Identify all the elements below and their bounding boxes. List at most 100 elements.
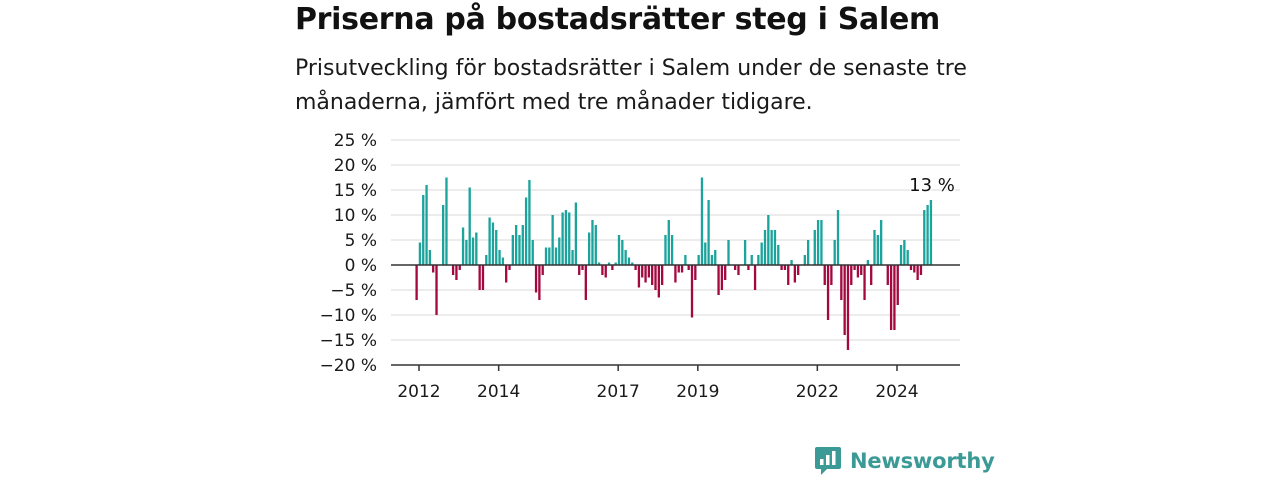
bar-negative bbox=[508, 265, 511, 270]
bar-positive bbox=[876, 235, 879, 265]
bar-negative bbox=[797, 265, 800, 275]
bar-positive bbox=[591, 220, 594, 265]
bar-negative bbox=[846, 265, 850, 350]
bar-negative bbox=[893, 265, 896, 330]
bar-negative bbox=[687, 265, 690, 270]
bar-positive bbox=[571, 250, 574, 265]
bar-positive bbox=[617, 235, 621, 265]
bar-positive bbox=[461, 227, 465, 265]
bar-positive bbox=[471, 237, 475, 265]
bar-positive bbox=[707, 200, 710, 265]
x-tick-label: 2024 bbox=[875, 382, 918, 402]
bar-negative bbox=[651, 265, 654, 285]
bar-positive bbox=[501, 257, 505, 265]
bar-positive bbox=[544, 247, 548, 265]
x-tick-label: 2022 bbox=[796, 382, 839, 402]
bar-positive bbox=[750, 255, 753, 265]
bar-negative bbox=[534, 265, 538, 293]
bar-positive bbox=[714, 250, 717, 265]
bar-negative bbox=[850, 265, 853, 285]
axis-labels: 25 % 20 % 15 % 10 % 5 % 0 % −5 % −10 % −15 % −20 … bbox=[320, 131, 957, 402]
bar-negative bbox=[886, 265, 889, 285]
bar-positive bbox=[594, 225, 597, 265]
bar-positive bbox=[836, 210, 840, 265]
bar-positive bbox=[879, 220, 883, 265]
bar-negative bbox=[787, 265, 790, 285]
latest-value-label: 13 % bbox=[909, 175, 955, 196]
bar-negative bbox=[863, 265, 866, 300]
bar-negative bbox=[451, 265, 455, 275]
chart-subtitle: Prisutveckling för bostadsrätter i Salem… bbox=[295, 56, 967, 115]
bar-positive bbox=[491, 222, 495, 265]
bar-negative bbox=[909, 265, 913, 270]
bar-negative bbox=[604, 265, 607, 278]
bar-negative bbox=[747, 265, 750, 270]
bar-negative bbox=[680, 265, 684, 273]
bar-negative bbox=[644, 265, 647, 283]
bar-negative bbox=[853, 265, 856, 270]
bar-positive bbox=[551, 215, 554, 265]
bar-positive bbox=[770, 230, 773, 265]
bar-negative bbox=[780, 265, 783, 270]
bar-positive bbox=[568, 212, 571, 265]
bar-positive bbox=[445, 177, 448, 265]
y-tick-label: −15 % bbox=[320, 331, 377, 351]
bar-negative bbox=[753, 265, 757, 290]
bar-positive bbox=[428, 250, 432, 265]
bar-positive bbox=[727, 240, 730, 265]
bar-positive bbox=[757, 255, 760, 265]
bar-negative bbox=[435, 265, 438, 315]
bar-negative bbox=[733, 265, 737, 270]
bar-negative bbox=[870, 265, 873, 285]
bar-negative bbox=[538, 265, 541, 300]
bar-positive bbox=[710, 255, 714, 265]
chart-title: Priserna på bostadsrätter steg i Salem bbox=[295, 2, 940, 37]
bar-negative bbox=[856, 265, 860, 278]
bar-negative bbox=[830, 265, 833, 285]
bar-positive bbox=[929, 200, 933, 265]
bar-positive bbox=[524, 197, 528, 265]
bar-positive bbox=[518, 235, 521, 265]
bar-negative bbox=[860, 265, 863, 275]
bar-negative bbox=[584, 265, 587, 300]
bar-positive bbox=[614, 262, 617, 265]
bar-positive bbox=[813, 230, 816, 265]
bar-positive bbox=[561, 212, 564, 265]
bar-negative bbox=[783, 265, 787, 270]
bar-negative bbox=[458, 265, 461, 270]
bar-negative bbox=[505, 265, 508, 283]
bar-positive bbox=[554, 247, 558, 265]
brand-name: Newsworthy bbox=[850, 449, 995, 473]
axes bbox=[391, 264, 960, 371]
bar-negative bbox=[481, 265, 485, 290]
bar-positive bbox=[607, 262, 611, 265]
bar-positive bbox=[558, 237, 561, 265]
gridlines bbox=[391, 139, 960, 341]
bar-positive bbox=[495, 230, 498, 265]
bar-negative bbox=[919, 265, 923, 275]
x-tick-label: 2014 bbox=[477, 382, 520, 402]
bar-negative bbox=[654, 265, 657, 290]
bar-positive bbox=[866, 260, 870, 265]
x-tick-label: 2019 bbox=[676, 382, 719, 402]
bar-positive bbox=[926, 205, 929, 265]
bar-positive bbox=[485, 255, 488, 265]
bar-positive bbox=[820, 220, 823, 265]
y-tick-label: −5 % bbox=[330, 281, 377, 301]
bar-negative bbox=[843, 265, 846, 335]
bar-positive bbox=[684, 255, 687, 265]
bar-negative bbox=[720, 265, 724, 290]
bar-negative bbox=[916, 265, 919, 280]
bar-positive bbox=[773, 230, 777, 265]
bar-negative bbox=[415, 265, 418, 300]
bar-positive bbox=[803, 255, 806, 265]
bar-positive bbox=[498, 250, 501, 265]
bar-negative bbox=[717, 265, 720, 295]
bar-negative bbox=[541, 265, 544, 275]
bar-positive bbox=[667, 220, 670, 265]
bar-negative bbox=[896, 265, 899, 305]
bar-positive bbox=[548, 247, 551, 265]
bar-positive bbox=[475, 232, 478, 265]
bar-negative bbox=[840, 265, 843, 300]
bar-negative bbox=[826, 265, 830, 320]
